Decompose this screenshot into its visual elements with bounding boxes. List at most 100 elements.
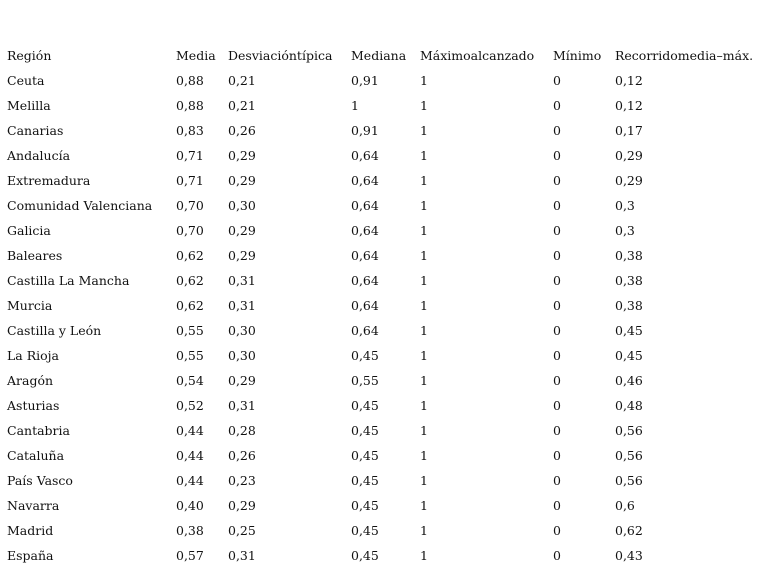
mediana-cell: 0,45	[351, 348, 379, 363]
recorrido-cell: 0,45	[615, 323, 643, 338]
minimo-cell: 0	[553, 123, 561, 138]
desviacion-cell: 0,21	[228, 73, 256, 88]
region-cell: Aragón	[7, 373, 54, 388]
media-cell: 0,55	[176, 323, 204, 338]
header-cell: Máximoalcanzado	[420, 48, 535, 63]
recorrido-cell: 0,6	[615, 498, 635, 513]
mediana-cell: 0,45	[351, 398, 379, 413]
mediana-cell: 0,91	[351, 123, 379, 138]
region-cell: Galicia	[7, 223, 51, 238]
media-cell: 0,83	[176, 123, 204, 138]
maximo-cell: 1	[420, 473, 428, 488]
mediana-cell: 0,64	[351, 273, 379, 288]
media-cell: 0,62	[176, 298, 204, 313]
minimo-cell: 0	[553, 348, 561, 363]
desviacion-cell: 0,29	[228, 248, 256, 263]
recorrido-cell: 0,38	[615, 248, 643, 263]
maximo-cell: 1	[420, 148, 428, 163]
mediana-cell: 0,55	[351, 373, 379, 388]
desviacion-cell: 0,29	[228, 223, 256, 238]
region-cell: Castilla y León	[7, 323, 102, 338]
desviacion-cell: 0,30	[228, 323, 256, 338]
region-cell: Andalucía	[7, 148, 71, 163]
media-cell: 0,40	[176, 498, 204, 513]
recorrido-cell: 0,12	[615, 98, 643, 113]
media-cell: 0,71	[176, 173, 204, 188]
region-cell: Ceuta	[7, 73, 45, 88]
media-cell: 0,57	[176, 548, 204, 563]
maximo-cell: 1	[420, 273, 428, 288]
mediana-cell: 0,45	[351, 448, 379, 463]
maximo-cell: 1	[420, 298, 428, 313]
desviacion-cell: 0,26	[228, 448, 256, 463]
recorrido-cell: 0,56	[615, 448, 643, 463]
maximo-cell: 1	[420, 523, 428, 538]
region-cell: Baleares	[7, 248, 63, 263]
media-cell: 0,70	[176, 198, 204, 213]
header-cell: Región	[7, 48, 52, 63]
mediana-cell: 0,45	[351, 548, 379, 563]
recorrido-cell: 0,38	[615, 273, 643, 288]
recorrido-cell: 0,56	[615, 423, 643, 438]
media-cell: 0,71	[176, 148, 204, 163]
minimo-cell: 0	[553, 248, 561, 263]
recorrido-cell: 0,17	[615, 123, 643, 138]
minimo-cell: 0	[553, 173, 561, 188]
region-cell: Castilla La Mancha	[7, 273, 130, 288]
desviacion-cell: 0,31	[228, 273, 256, 288]
region-cell: Navarra	[7, 498, 60, 513]
mediana-cell: 0,64	[351, 298, 379, 313]
mediana-cell: 0,64	[351, 148, 379, 163]
minimo-cell: 0	[553, 323, 561, 338]
minimo-cell: 0	[553, 523, 561, 538]
region-cell: España	[7, 548, 54, 563]
recorrido-cell: 0,48	[615, 398, 643, 413]
maximo-cell: 1	[420, 398, 428, 413]
region-cell: Melilla	[7, 98, 51, 113]
header-cell: Desviacióntípica	[228, 48, 333, 63]
desviacion-cell: 0,26	[228, 123, 256, 138]
minimo-cell: 0	[553, 273, 561, 288]
maximo-cell: 1	[420, 498, 428, 513]
mediana-cell: 0,64	[351, 173, 379, 188]
recorrido-cell: 0,38	[615, 298, 643, 313]
media-cell: 0,55	[176, 348, 204, 363]
minimo-cell: 0	[553, 198, 561, 213]
region-cell: País Vasco	[7, 473, 73, 488]
media-cell: 0,62	[176, 248, 204, 263]
maximo-cell: 1	[420, 73, 428, 88]
mediana-cell: 0,64	[351, 223, 379, 238]
recorrido-cell: 0,3	[615, 223, 635, 238]
region-cell: Madrid	[7, 523, 54, 538]
header-cell: Mediana	[351, 48, 407, 63]
mediana-cell: 0,91	[351, 73, 379, 88]
media-cell: 0,52	[176, 398, 204, 413]
maximo-cell: 1	[420, 373, 428, 388]
desviacion-cell: 0,31	[228, 298, 256, 313]
maximo-cell: 1	[420, 173, 428, 188]
media-cell: 0,54	[176, 373, 204, 388]
recorrido-cell: 0,46	[615, 373, 643, 388]
desviacion-cell: 0,25	[228, 523, 256, 538]
maximo-cell: 1	[420, 448, 428, 463]
maximo-cell: 1	[420, 248, 428, 263]
header-cell: Recorridomedia–máx.	[615, 48, 754, 63]
maximo-cell: 1	[420, 548, 428, 563]
desviacion-cell: 0,30	[228, 348, 256, 363]
minimo-cell: 0	[553, 423, 561, 438]
media-cell: 0,62	[176, 273, 204, 288]
region-cell: Extremadura	[7, 173, 91, 188]
maximo-cell: 1	[420, 223, 428, 238]
maximo-cell: 1	[420, 98, 428, 113]
region-cell: Cantabria	[7, 423, 70, 438]
recorrido-cell: 0,43	[615, 548, 643, 563]
desviacion-cell: 0,21	[228, 98, 256, 113]
mediana-cell: 0,64	[351, 248, 379, 263]
region-cell: Asturias	[7, 398, 60, 413]
recorrido-cell: 0,12	[615, 73, 643, 88]
desviacion-cell: 0,29	[228, 498, 256, 513]
mediana-cell: 1	[351, 98, 359, 113]
region-cell: Cataluña	[7, 448, 65, 463]
region-cell: Murcia	[7, 298, 53, 313]
